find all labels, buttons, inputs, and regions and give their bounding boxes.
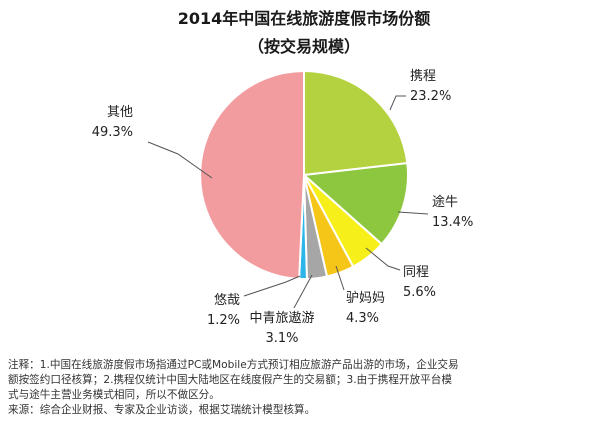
slice-name-label: 途牛 [432,194,458,210]
slice-name-label: 携程 [410,68,436,84]
note-line-3: 式与途牛主营业务模式相同，所以不做区分。 [8,389,220,401]
pie-slice-1 [303,69,409,177]
note-line-2: 额按签约口径核算；2.携程仅统计中国大陆地区在线度假产生的交易额；3.由于携程开… [8,374,452,386]
slice-name-label: 中青旅遨游 [249,311,314,326]
leader-line-3 [365,247,401,271]
slice-labels: 携程 23.2% 途牛 13.4% 同程 5.6% 驴妈妈 4.3% 中青旅遨游 3.1% 悠哉 1.… [92,68,474,346]
slice-value-label: 13.4% [432,215,473,230]
slice-value-label: 23.2% [410,89,451,104]
footnote: 注释：1.中国在线旅游度假市场指通过PC或Mobile方式预订相应旅游产品出游的… [8,358,604,418]
slice-name-label: 悠哉 [214,293,240,308]
pie-slice-7 [199,69,305,280]
chart-title: 2014年中国在线旅游度假市场份额 [178,9,431,28]
note-line-1: 注释：1.中国在线旅游度假市场指通过PC或Mobile方式预订相应旅游产品出游的… [8,359,459,371]
leader-line-4 [335,265,345,291]
slice-name-label: 同程 [403,265,429,280]
leader-line-2 [397,211,429,215]
leader-line-7 [147,141,213,179]
pie-chart: 2014年中国在线旅游度假市场份额 （按交易规模） 携程 23.2% 途牛 13.4%… [92,9,474,346]
leader-line-1 [389,95,406,111]
slice-value-label: 1.2% [207,313,240,328]
slice-value-label: 3.1% [265,331,298,346]
chart-subtitle: （按交易规模） [248,37,360,56]
slice-value-label: 5.6% [403,285,436,300]
leader-line-6 [243,275,301,297]
slice-value-label: 4.3% [346,311,379,326]
slice-name-label: 驴妈妈 [346,290,385,306]
slice-value-label: 49.3% [92,125,133,140]
pie-slices [199,69,409,280]
source-line: 来源：综合企业财报、专家及企业访谈，根据艾瑞统计模型核算。 [8,404,316,416]
slice-name-label: 其他 [107,105,133,120]
pie-slice-2 [301,162,409,246]
leader-lines [147,95,429,309]
leader-line-5 [293,274,313,309]
